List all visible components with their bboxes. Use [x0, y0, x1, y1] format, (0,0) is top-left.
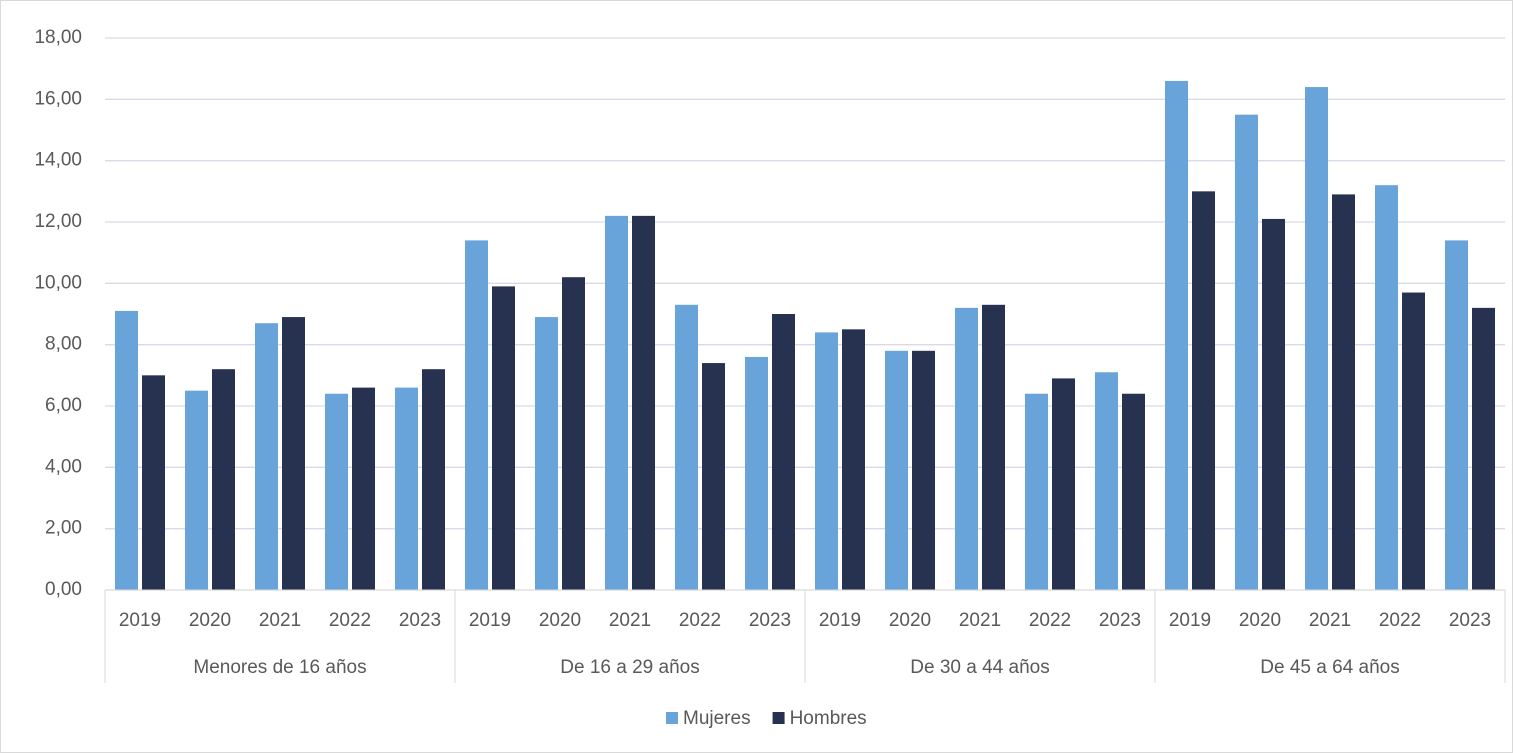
bar	[1332, 194, 1355, 590]
x-tick-label: 2021	[259, 610, 301, 631]
y-tick-label: 12,00	[34, 211, 82, 232]
bar	[1305, 87, 1328, 591]
bar	[492, 286, 515, 590]
bar	[1192, 191, 1215, 591]
y-tick-label: 0,00	[45, 579, 82, 600]
bar	[562, 277, 585, 590]
x-tick-label: 2020	[539, 610, 581, 631]
bar	[982, 304, 1005, 590]
x-tick-label: 2023	[1099, 610, 1141, 631]
bar	[352, 387, 375, 590]
bar	[142, 375, 165, 590]
x-tick-label: 2021	[1309, 610, 1351, 631]
bar	[1122, 393, 1145, 590]
legend-swatch	[666, 712, 678, 724]
y-tick-label: 4,00	[45, 456, 82, 477]
bar	[1262, 218, 1285, 590]
bar	[1025, 393, 1048, 590]
bar	[465, 240, 488, 590]
x-tick-label: 2019	[819, 610, 861, 631]
x-tick-label: 2023	[399, 610, 441, 631]
bar	[955, 307, 978, 590]
bar	[1095, 372, 1118, 590]
bar	[842, 329, 865, 590]
bar	[1165, 80, 1188, 590]
y-tick-label: 18,00	[34, 27, 82, 48]
bar	[1052, 378, 1075, 590]
group-label: De 16 a 29 años	[560, 657, 699, 678]
x-tick-label: 2022	[329, 610, 371, 631]
bar	[535, 317, 558, 590]
y-tick-label: 6,00	[45, 395, 82, 416]
bar	[422, 369, 445, 590]
x-tick-label: 2021	[959, 610, 1001, 631]
x-tick-label: 2020	[889, 610, 931, 631]
bar	[772, 314, 795, 590]
x-tick-label: 2023	[749, 610, 791, 631]
bar	[745, 356, 768, 590]
x-tick-label: 2019	[1169, 610, 1211, 631]
y-tick-label: 16,00	[34, 88, 82, 109]
bar	[282, 317, 305, 590]
bar	[1472, 307, 1495, 590]
bar	[1445, 240, 1468, 590]
x-tick-label: 2022	[1379, 610, 1421, 631]
x-tick-label: 2019	[469, 610, 511, 631]
bar	[325, 393, 348, 590]
x-tick-label: 2020	[189, 610, 231, 631]
bar	[885, 350, 908, 590]
x-tick-label: 2021	[609, 610, 651, 631]
legend-label: Hombres	[790, 708, 867, 729]
bar	[1402, 292, 1425, 590]
bar	[212, 369, 235, 590]
group-label: Menores de 16 años	[193, 657, 366, 678]
y-tick-label: 8,00	[45, 334, 82, 355]
legend-swatch	[772, 712, 785, 724]
bar	[185, 390, 208, 590]
group-label: De 45 a 64 años	[1260, 657, 1399, 678]
bar	[702, 363, 725, 590]
y-tick-label: 14,00	[34, 150, 82, 171]
bar	[815, 332, 838, 590]
bar	[912, 350, 935, 590]
x-tick-label: 2022	[1029, 610, 1071, 631]
x-tick-label: 2019	[119, 610, 161, 631]
y-tick-label: 2,00	[45, 518, 82, 539]
bar	[632, 215, 655, 590]
legend-label: Mujeres	[683, 708, 751, 729]
x-tick-label: 2022	[679, 610, 721, 631]
y-tick-label: 10,00	[34, 272, 82, 293]
bar	[605, 215, 628, 590]
x-tick-label: 2020	[1239, 610, 1281, 631]
bar	[1375, 185, 1398, 590]
bar	[255, 323, 278, 590]
x-tick-label: 2023	[1449, 610, 1491, 631]
bar	[115, 310, 138, 590]
bar	[395, 387, 418, 590]
group-label: De 30 a 44 años	[910, 657, 1049, 678]
bar	[675, 304, 698, 590]
bar	[1235, 114, 1258, 591]
